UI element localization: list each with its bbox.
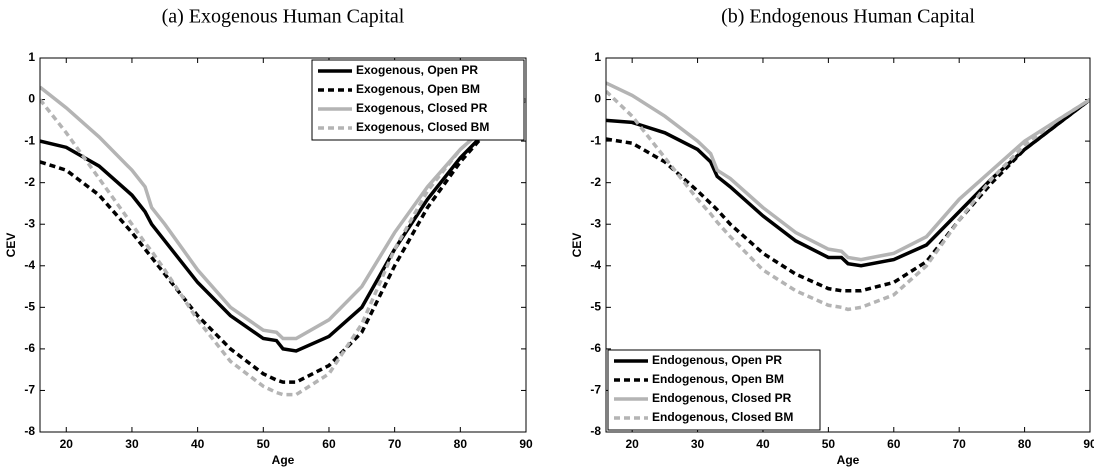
legend-box <box>607 349 821 431</box>
y-tick-label: 1 <box>594 50 601 64</box>
x-tick-label: 20 <box>60 437 74 451</box>
series-line <box>606 98 1090 268</box>
series-line <box>40 85 526 341</box>
y-tick-label: -3 <box>590 216 601 230</box>
legend-label: Exogenous, Closed BM <box>356 120 489 134</box>
series-line <box>606 81 1090 262</box>
x-axis-label: Age <box>272 453 295 467</box>
x-tick-label: 50 <box>822 437 836 451</box>
y-tick-label: -8 <box>590 424 601 438</box>
legend-label: Exogenous, Closed PR <box>356 101 488 115</box>
x-tick-label: 80 <box>454 437 468 451</box>
x-axis-label: Age <box>837 453 860 467</box>
series-line <box>40 98 526 397</box>
x-tick-label: 20 <box>625 437 639 451</box>
y-tick-label: -2 <box>24 175 35 189</box>
y-axis-label: CEV <box>4 233 18 258</box>
legend-label: Exogenous, Open PR <box>356 63 478 77</box>
y-tick-label: -6 <box>590 341 601 355</box>
series-line <box>40 98 526 353</box>
y-tick-label: 0 <box>594 92 601 106</box>
y-tick-label: -4 <box>24 258 35 272</box>
chart-title: (a) Exogenous Human Capital <box>162 6 405 28</box>
plot-frame <box>39 57 527 433</box>
y-tick-label: 0 <box>28 92 35 106</box>
x-tick-label: 70 <box>388 437 402 451</box>
legend-label: Endogenous, Open PR <box>652 353 782 367</box>
legend-label: Endogenous, Closed BM <box>652 410 793 424</box>
x-tick-label: 70 <box>953 437 967 451</box>
series-line <box>40 98 526 384</box>
y-tick-label: -6 <box>24 341 35 355</box>
x-tick-label: 30 <box>125 437 139 451</box>
x-tick-label: 40 <box>756 437 770 451</box>
y-tick-label: -5 <box>24 300 35 314</box>
y-tick-label: -2 <box>590 175 601 189</box>
legend-label: Endogenous, Open BM <box>652 372 784 386</box>
x-tick-label: 40 <box>191 437 205 451</box>
y-tick-label: -7 <box>24 383 35 397</box>
x-tick-label: 90 <box>519 437 533 451</box>
series-line <box>606 98 1090 293</box>
legend-label: Exogenous, Open BM <box>356 82 480 96</box>
y-tick-label: -5 <box>590 300 601 314</box>
x-tick-label: 80 <box>1018 437 1032 451</box>
y-tick-label: -7 <box>590 383 601 397</box>
y-tick-label: -1 <box>24 133 35 147</box>
x-tick-label: 90 <box>1083 437 1094 451</box>
legend-box <box>311 59 525 141</box>
y-tick-label: -4 <box>590 258 601 272</box>
y-tick-label: 1 <box>28 50 35 64</box>
x-tick-label: 60 <box>322 437 336 451</box>
x-tick-label: 50 <box>257 437 271 451</box>
chart-title: (b) Endogenous Human Capital <box>721 6 975 28</box>
x-tick-label: 30 <box>691 437 705 451</box>
y-tick-label: -8 <box>24 424 35 438</box>
plot-frame <box>605 57 1091 433</box>
y-tick-label: -3 <box>24 216 35 230</box>
y-axis-label: CEV <box>570 233 584 258</box>
legend-label: Endogenous, Closed PR <box>652 391 792 405</box>
x-tick-label: 60 <box>887 437 901 451</box>
series-line <box>606 89 1090 312</box>
y-tick-label: -1 <box>590 133 601 147</box>
